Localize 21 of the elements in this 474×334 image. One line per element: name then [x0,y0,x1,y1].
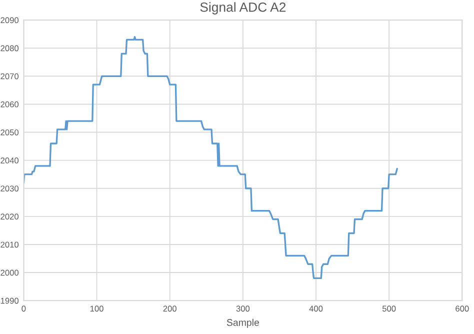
x-tick-label: 200 [163,306,176,312]
y-tick-label: 2080 [0,45,19,52]
y-tick-label: 2010 [0,242,19,248]
y-tick-label: 2040 [0,158,19,164]
x-tick-label: 300 [236,306,250,312]
y-tick-label: 2060 [0,101,19,108]
x-tick-label: 0 [22,306,26,312]
y-tick-label: 2030 [0,186,19,192]
x-tick-label: 600 [456,306,469,312]
y-tick-label: 2090 [0,17,19,24]
line-series [24,36,398,279]
y-tick-label: 2050 [0,129,19,136]
y-tick-label: 2070 [0,73,19,80]
y-tick-label: 2000 [0,270,19,276]
y-tick-label: 1990 [0,298,19,304]
x-tick-label: 400 [309,306,323,312]
x-tick-label: 100 [90,306,104,312]
x-tick-label: 500 [382,306,396,312]
chart-title: Signal ADC A2 [200,2,286,14]
y-tick-label: 2020 [0,214,19,220]
x-axis-title: Sample [226,318,259,328]
